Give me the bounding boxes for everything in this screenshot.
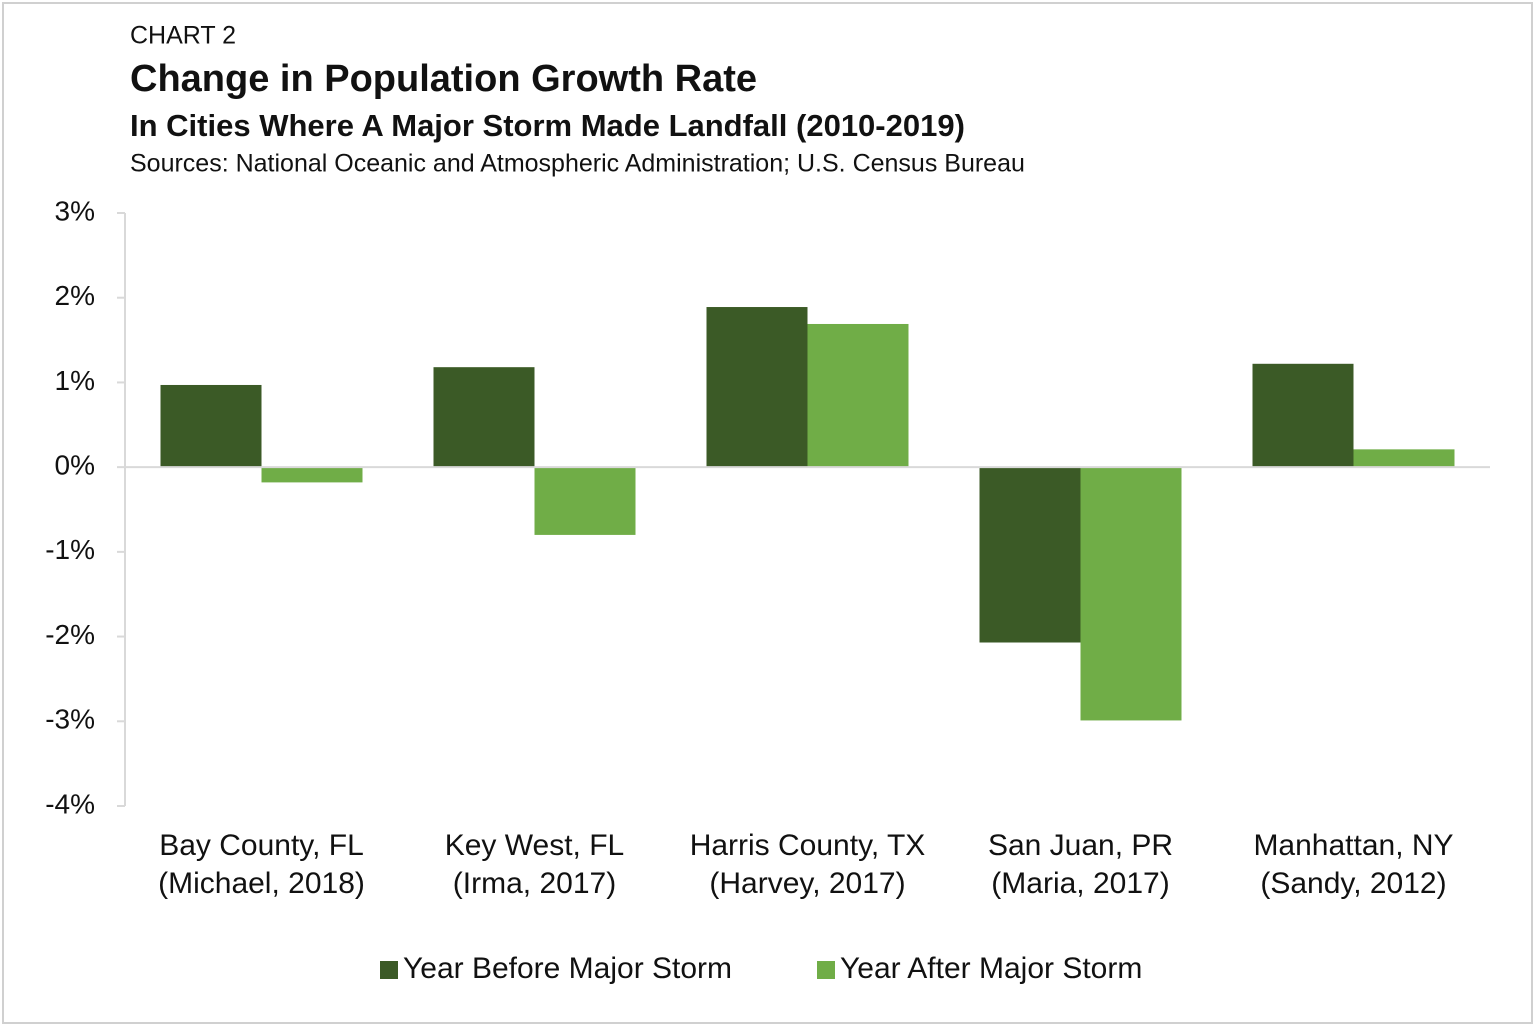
x-tick-label: (Maria, 2017)	[991, 867, 1169, 900]
y-tick-label: 2%	[55, 280, 95, 311]
x-tick-label: Manhattan, NY	[1253, 829, 1453, 862]
y-tick-label: -4%	[45, 788, 95, 819]
y-tick-label: -2%	[45, 619, 95, 650]
legend-label: Year After Major Storm	[840, 952, 1142, 985]
x-tick-label: Bay County, FL	[159, 829, 364, 862]
y-tick-label: 1%	[55, 365, 95, 396]
chart-title: Change in Population Growth Rate	[130, 58, 757, 100]
y-tick-label: 3%	[55, 195, 95, 226]
x-tick-label: San Juan, PR	[988, 829, 1173, 862]
chart-source: Sources: National Oceanic and Atmospheri…	[130, 150, 1025, 178]
bar	[433, 367, 535, 468]
x-tick-label: (Sandy, 2012)	[1260, 867, 1446, 900]
legend-label: Year Before Major Storm	[403, 952, 732, 985]
x-tick-label: (Irma, 2017)	[453, 867, 616, 900]
bar	[1252, 363, 1354, 468]
y-tick-label: -1%	[45, 534, 95, 565]
bar	[807, 323, 909, 468]
x-tick-label: Harris County, TX	[690, 829, 926, 862]
bar	[160, 384, 262, 468]
legend-swatch	[817, 961, 835, 979]
x-tick-label: (Harvey, 2017)	[709, 867, 905, 900]
bar	[706, 307, 808, 468]
legend-swatch	[380, 961, 398, 979]
x-tick-label: Key West, FL	[445, 829, 625, 862]
bar	[1353, 449, 1455, 468]
x-tick-label: (Michael, 2018)	[158, 867, 365, 900]
y-tick-label: 0%	[55, 450, 95, 481]
bar	[979, 467, 1081, 643]
chart-kicker: CHART 2	[130, 22, 236, 50]
bar	[261, 467, 363, 483]
bar	[534, 467, 636, 535]
bar	[1080, 467, 1182, 721]
chart-subtitle: In Cities Where A Major Storm Made Landf…	[130, 108, 965, 143]
y-tick-label: -3%	[45, 704, 95, 735]
